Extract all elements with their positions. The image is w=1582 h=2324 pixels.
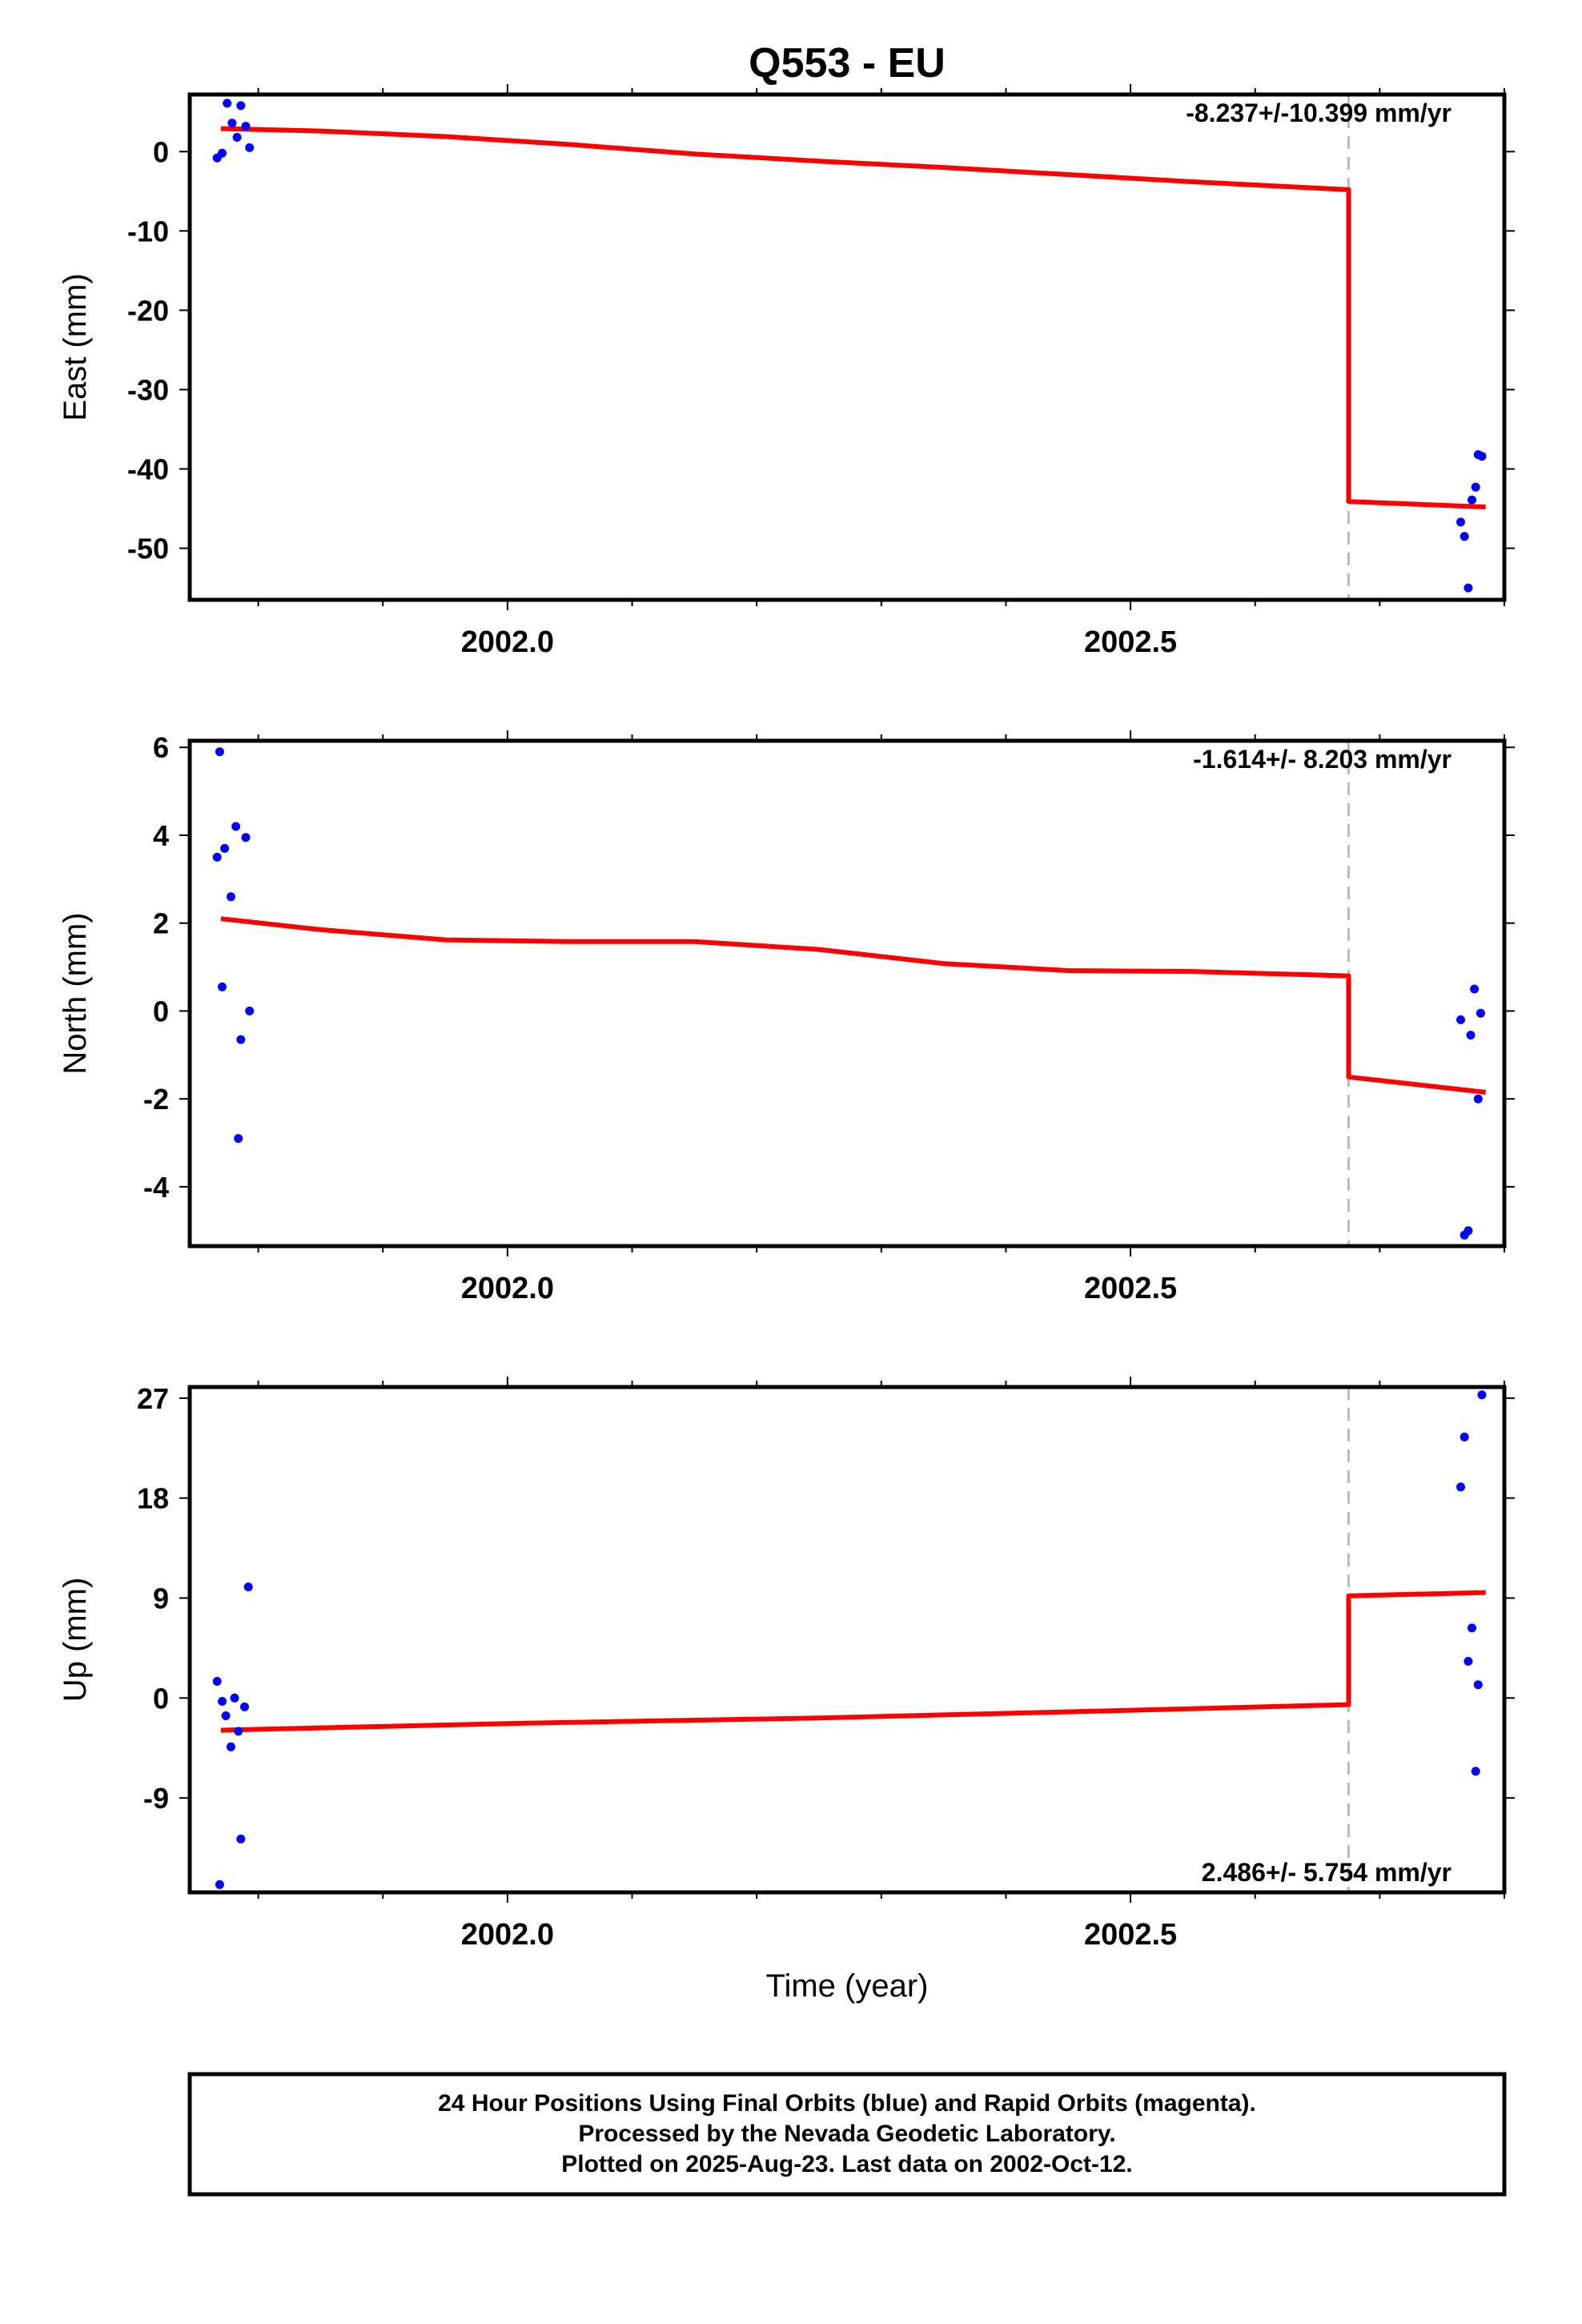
data-point bbox=[1477, 452, 1487, 461]
footer-frame bbox=[187, 2072, 1507, 2197]
data-point bbox=[1471, 1767, 1480, 1776]
data-point bbox=[1456, 1482, 1465, 1492]
y-tick-label: 0 bbox=[153, 135, 169, 168]
east-panel: 2002.0 2002.5 0 -10 -20 -30 -40 -50 East (mm) -8.… bbox=[58, 84, 1515, 659]
data-point bbox=[223, 99, 232, 108]
y-axis-label: Up (mm) bbox=[58, 1578, 93, 1703]
data-point bbox=[226, 892, 235, 902]
rate-label: 2.486+/- 5.754 mm/yr bbox=[1202, 1858, 1452, 1887]
x-tick-label: 2002.5 bbox=[1084, 625, 1177, 659]
plot-frame bbox=[187, 738, 1507, 1248]
data-point bbox=[234, 1134, 243, 1144]
data-point bbox=[231, 822, 241, 831]
rate-label: -1.614+/- 8.203 mm/yr bbox=[1193, 745, 1452, 774]
plot-frame bbox=[187, 1385, 1507, 1895]
data-point bbox=[243, 1582, 253, 1592]
data-point bbox=[1464, 583, 1473, 593]
model-fit-line bbox=[220, 916, 1487, 1095]
y-tick-label: 18 bbox=[137, 1482, 169, 1515]
y-tick-label: -10 bbox=[127, 215, 169, 247]
data-point bbox=[215, 747, 224, 757]
data-point bbox=[241, 833, 251, 842]
data-point bbox=[1473, 1680, 1483, 1690]
data-point bbox=[1456, 1015, 1465, 1024]
data-point bbox=[215, 1880, 224, 1889]
data-point bbox=[1460, 532, 1469, 541]
y-tick-label: -30 bbox=[127, 373, 169, 406]
y-tick-label: 0 bbox=[153, 995, 169, 1027]
footer-line-3: Plotted on 2025-Aug-23. Last data on 200… bbox=[561, 2151, 1133, 2177]
data-point bbox=[245, 1006, 255, 1015]
data-point bbox=[1476, 1008, 1485, 1018]
footer-line-1: 24 Hour Positions Using Final Orbits (bl… bbox=[438, 2090, 1256, 2117]
y-tick-label: -40 bbox=[127, 453, 169, 486]
y-tick-label: 9 bbox=[153, 1582, 169, 1614]
data-point bbox=[220, 843, 230, 853]
data-point bbox=[232, 133, 242, 142]
data-point bbox=[1477, 1390, 1487, 1400]
footer-line-2: Processed by the Nevada Geodetic Laborat… bbox=[578, 2121, 1115, 2147]
x-tick-label: 2002.0 bbox=[461, 1918, 554, 1952]
footer-box: 24 Hour Positions Using Final Orbits (bl… bbox=[187, 2072, 1507, 2197]
chart-title: Q553 - EU bbox=[749, 40, 946, 86]
data-point bbox=[1470, 984, 1480, 994]
data-point bbox=[1464, 1657, 1473, 1666]
up-panel: 2002.0 2002.5 27 18 9 0 -9 Up (mm) Time (year) 2.… bbox=[58, 1377, 1515, 2004]
x-tick-label: 2002.5 bbox=[1084, 1918, 1177, 1952]
data-point bbox=[218, 1697, 227, 1706]
y-tick-label: -2 bbox=[143, 1083, 169, 1116]
data-point bbox=[1471, 482, 1480, 492]
y-tick-label: 27 bbox=[137, 1382, 169, 1415]
data-point bbox=[221, 1711, 231, 1720]
model-fit-line bbox=[220, 1590, 1486, 1733]
data-point bbox=[234, 1727, 243, 1736]
data-point bbox=[1466, 1031, 1476, 1040]
data-point bbox=[245, 143, 255, 152]
data-point bbox=[218, 148, 227, 158]
y-tick-label: -20 bbox=[127, 294, 169, 327]
data-point bbox=[236, 101, 246, 111]
x-tick-label: 2002.0 bbox=[461, 625, 554, 659]
y-tick-label: 4 bbox=[153, 819, 169, 852]
model-fit-line bbox=[220, 126, 1486, 510]
data-point bbox=[236, 1834, 246, 1844]
x-tick-label: 2002.5 bbox=[1084, 1272, 1177, 1305]
data-point bbox=[1460, 1432, 1469, 1441]
y-tick-label: -4 bbox=[143, 1171, 169, 1204]
data-point bbox=[1473, 1094, 1483, 1104]
rate-label: -8.237+/-10.399 mm/yr bbox=[1186, 99, 1452, 127]
y-axis-label: North (mm) bbox=[58, 912, 93, 1074]
data-point bbox=[212, 1677, 222, 1686]
data-point bbox=[1468, 1623, 1476, 1633]
data-point bbox=[227, 119, 237, 128]
data-point bbox=[226, 1742, 235, 1751]
data-point bbox=[230, 1693, 239, 1703]
y-axis-label: East (mm) bbox=[58, 273, 93, 420]
data-point bbox=[218, 982, 227, 991]
plot-frame bbox=[187, 92, 1507, 602]
data-point bbox=[240, 1702, 249, 1711]
data-point bbox=[236, 1035, 246, 1044]
y-tick-label: 6 bbox=[153, 731, 169, 764]
x-axis-label: Time (year) bbox=[766, 1968, 929, 2004]
data-point bbox=[1456, 517, 1465, 527]
y-tick-label: -50 bbox=[127, 533, 169, 565]
data-point bbox=[1468, 495, 1476, 505]
data-point bbox=[241, 122, 251, 131]
data-point bbox=[1464, 1226, 1473, 1236]
data-point bbox=[212, 852, 222, 862]
y-tick-label: -9 bbox=[143, 1782, 169, 1815]
y-tick-label: 0 bbox=[153, 1682, 169, 1715]
y-tick-label: 2 bbox=[153, 907, 169, 940]
x-tick-label: 2002.0 bbox=[461, 1272, 554, 1305]
north-panel: 2002.0 2002.5 6 4 2 0 -2 -4 North (mm) -1.614+/- … bbox=[58, 730, 1515, 1305]
